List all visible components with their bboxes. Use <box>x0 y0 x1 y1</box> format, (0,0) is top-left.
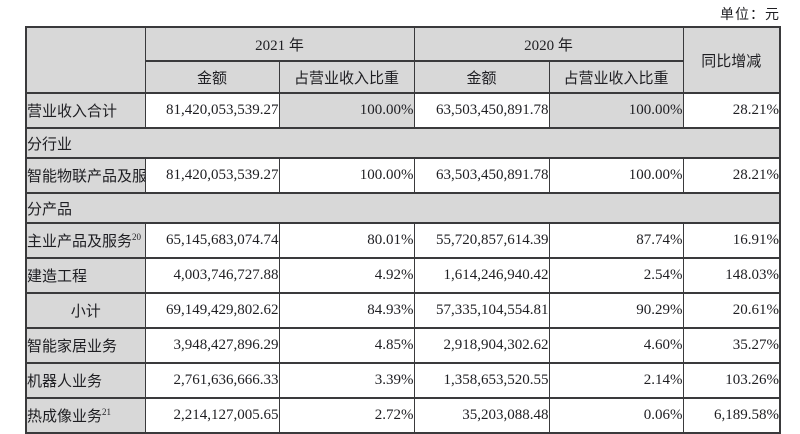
table-row: 主业产品及服务20 65,145,683,074.74 80.01% 55,720,8… <box>25 222 781 259</box>
footnote-superscript: 21 <box>102 407 112 417</box>
share-2021: 100.00% <box>278 157 415 194</box>
share-2020: 90.29% <box>548 292 684 329</box>
table-row: 机器人业务 2,761,636,666.33 3.39% 1,358,653,520.… <box>25 362 781 399</box>
yoy-change: 103.26% <box>682 362 781 399</box>
row-label: 热成像业务21 <box>25 397 146 434</box>
amount-2021: 2,761,636,666.33 <box>144 362 280 399</box>
yoy-change: 28.21% <box>682 92 781 129</box>
amount-2021: 65,145,683,074.74 <box>144 222 280 259</box>
row-label: 智能家居业务 <box>25 327 146 364</box>
row-label: 营业收入合计 <box>25 92 146 129</box>
section-row: 分行业 <box>25 127 781 159</box>
year-2021-header: 2021 年 <box>144 26 415 62</box>
yoy-change: 16.91% <box>682 222 781 259</box>
amount-2021: 2,214,127,005.65 <box>144 397 280 434</box>
amount-2020: 35,203,088.48 <box>413 397 550 434</box>
amount-2020: 1,358,653,520.55 <box>413 362 550 399</box>
share-2020: 100.00% <box>548 92 684 129</box>
table-row: 热成像业务21 2,214,127,005.65 2.72% 35,203,088.4… <box>25 397 781 434</box>
share-2021: 2.72% <box>278 397 415 434</box>
amount-2020-header: 金额 <box>413 60 550 94</box>
amount-2021: 3,948,427,896.29 <box>144 327 280 364</box>
amount-2021: 81,420,053,539.27 <box>144 157 280 194</box>
share-2020: 2.54% <box>548 257 684 294</box>
table-row: 智能物联产品及服务81,420,053,539.27100.00%63,503,… <box>25 157 781 194</box>
row-label: 智能物联产品及服务 <box>25 157 146 194</box>
row-label: 机器人业务 <box>25 362 146 399</box>
section-label: 分行业 <box>25 127 781 159</box>
amount-2020: 57,335,104,554.81 <box>413 292 550 329</box>
share-2020: 87.74% <box>548 222 684 259</box>
table-body: 营业收入合计 81,420,053,539.27 100.00% 63,503,450… <box>25 92 781 434</box>
share-2021: 4.85% <box>278 327 415 364</box>
amount-2021-header: 金额 <box>144 60 280 94</box>
amount-2021: 69,149,429,802.62 <box>144 292 280 329</box>
share-2020: 4.60% <box>548 327 684 364</box>
amount-2020: 2,918,904,302.62 <box>413 327 550 364</box>
row-label: 建造工程 <box>25 257 146 294</box>
yoy-change: 148.03% <box>682 257 781 294</box>
amount-2020: 63,503,450,891.78 <box>413 157 550 194</box>
share-2021: 80.01% <box>278 222 415 259</box>
amount-2020: 55,720,857,614.39 <box>413 222 550 259</box>
share-2021: 4.92% <box>278 257 415 294</box>
share-2021: 100.00% <box>278 92 415 129</box>
row-label: 主业产品及服务20 <box>25 222 146 259</box>
table-row: 小计 69,149,429,802.62 84.93% 57,335,104,554.… <box>25 292 781 329</box>
header-row-years: 2021 年 2020 年 同比增减 <box>25 26 781 94</box>
table-row: 智能家居业务 3,948,427,896.29 4.85% 2,918,904,302… <box>25 327 781 364</box>
revenue-breakdown-table: 2021 年 2020 年 同比增减 金额 占营业收入比重 金额 占营业收入比重… <box>25 26 782 434</box>
share-2020-header: 占营业收入比重 <box>548 60 684 94</box>
share-2021: 84.93% <box>278 292 415 329</box>
footnote-superscript: 20 <box>132 232 142 242</box>
amount-2021: 81,420,053,539.27 <box>144 92 280 129</box>
amount-2020: 63,503,450,891.78 <box>413 92 550 129</box>
yoy-change: 35.27% <box>682 327 781 364</box>
share-2021-header: 占营业收入比重 <box>278 60 415 94</box>
row-label: 小计 <box>25 292 146 329</box>
yoy-change: 20.61% <box>682 292 781 329</box>
share-2020: 100.00% <box>548 157 684 194</box>
table-row: 营业收入合计 81,420,053,539.27 100.00% 63,503,450… <box>25 92 781 129</box>
table-row: 建造工程 4,003,746,727.88 4.92% 1,614,246,940.4… <box>25 257 781 294</box>
amount-2021: 4,003,746,727.88 <box>144 257 280 294</box>
corner-cell <box>25 26 146 94</box>
yoy-change: 28.21% <box>682 157 781 194</box>
section-row: 分产品 <box>25 192 781 224</box>
section-label: 分产品 <box>25 192 781 224</box>
yoy-change: 6,189.58% <box>682 397 781 434</box>
amount-2020: 1,614,246,940.42 <box>413 257 550 294</box>
share-2020: 0.06% <box>548 397 684 434</box>
year-2020-header: 2020 年 <box>413 26 684 62</box>
yoy-change-header: 同比增减 <box>682 26 781 94</box>
unit-label: 单位：元 <box>720 8 780 23</box>
share-2021: 3.39% <box>278 362 415 399</box>
header-row-metrics: 金额 占营业收入比重 金额 占营业收入比重 <box>26 60 780 94</box>
share-2020: 2.14% <box>548 362 684 399</box>
